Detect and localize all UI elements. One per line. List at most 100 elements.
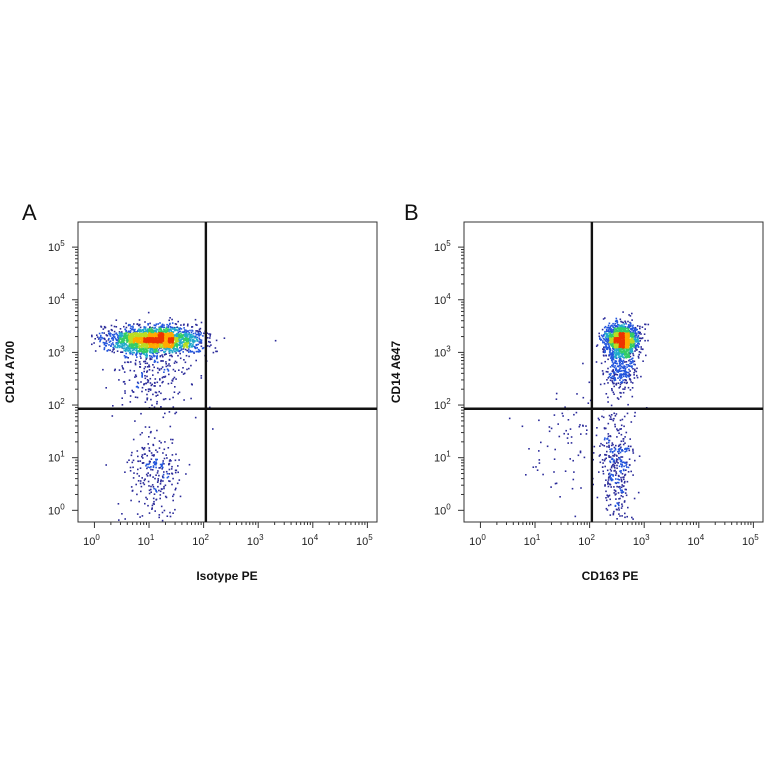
event-point: [129, 347, 131, 349]
event-point: [150, 430, 152, 433]
event-point: [623, 371, 626, 373]
panel-b-plot-frame: [463, 221, 764, 523]
event-point: [141, 329, 143, 332]
event-point: [132, 459, 135, 462]
event-point: [154, 350, 156, 352]
event-point: [614, 490, 617, 492]
event-point: [618, 328, 621, 331]
event-point: [131, 353, 134, 356]
event-point: [624, 334, 626, 336]
event-point: [620, 433, 623, 436]
event-point: [603, 341, 605, 344]
event-point: [618, 324, 621, 327]
event-point: [160, 488, 163, 490]
event-point: [163, 324, 165, 326]
event-point: [172, 368, 175, 371]
event-point: [165, 470, 168, 473]
event-point: [602, 348, 604, 350]
event-point: [605, 338, 608, 341]
event-point: [179, 349, 181, 352]
event-point: [626, 466, 628, 468]
event-point: [623, 327, 625, 330]
event-point: [605, 454, 608, 456]
event-point: [133, 346, 135, 348]
event-point: [609, 468, 612, 471]
event-point: [126, 361, 129, 363]
event-point: [118, 339, 120, 341]
event-point: [620, 375, 623, 377]
event-point: [647, 339, 649, 342]
event-point: [639, 327, 641, 330]
event-point: [626, 448, 628, 451]
event-point: [582, 396, 585, 399]
event-point: [139, 467, 142, 469]
event-point: [119, 334, 122, 336]
event-point: [159, 335, 161, 337]
event-point: [613, 459, 615, 461]
event-point: [153, 487, 155, 490]
event-point: [161, 468, 163, 470]
event-point: [152, 497, 155, 500]
event-point: [197, 333, 199, 336]
event-point: [624, 369, 626, 371]
event-point: [103, 337, 106, 340]
event-point: [634, 332, 636, 334]
event-point: [166, 334, 169, 337]
event-point: [160, 406, 162, 408]
event-point: [165, 336, 167, 339]
event-point: [165, 331, 167, 333]
event-point: [623, 339, 625, 342]
event-point: [606, 333, 609, 335]
event-point: [175, 453, 177, 456]
event-point: [162, 328, 165, 331]
event-point: [618, 354, 620, 356]
event-point: [622, 361, 624, 364]
y-tick-label: 105: [48, 239, 65, 254]
event-point: [624, 492, 627, 494]
event-point: [195, 343, 198, 346]
event-point: [142, 457, 144, 459]
event-point: [154, 385, 156, 387]
event-point: [600, 442, 602, 445]
event-point: [115, 332, 118, 334]
event-point: [144, 377, 147, 380]
event-point: [173, 391, 176, 393]
event-point: [605, 332, 608, 334]
event-point: [114, 337, 117, 340]
event-point: [610, 479, 613, 482]
event-point: [638, 455, 641, 457]
event-point: [538, 459, 541, 461]
event-point: [625, 376, 628, 378]
event-point: [628, 464, 631, 466]
event-point: [612, 375, 614, 377]
event-point: [615, 332, 618, 335]
event-point: [122, 344, 124, 347]
event-point: [171, 337, 174, 339]
event-point: [558, 435, 561, 438]
event-point: [119, 345, 122, 347]
event-point: [626, 366, 628, 368]
event-point: [171, 355, 173, 358]
event-point: [615, 357, 618, 360]
event-point: [624, 344, 627, 346]
event-point: [605, 330, 608, 332]
event-point: [614, 368, 617, 371]
event-point: [623, 415, 626, 418]
event-point: [108, 341, 111, 343]
event-point: [137, 351, 139, 354]
event-point: [141, 344, 143, 346]
event-point: [159, 322, 161, 324]
event-point: [171, 442, 174, 444]
event-point: [621, 492, 623, 494]
event-point: [150, 485, 152, 488]
event-point: [613, 373, 616, 375]
event-point: [132, 391, 134, 393]
event-point: [160, 338, 162, 341]
event-point: [611, 359, 613, 361]
event-point: [136, 333, 138, 336]
event-point: [183, 343, 186, 346]
event-point: [607, 481, 609, 483]
event-point: [166, 348, 168, 351]
event-point: [614, 342, 616, 344]
